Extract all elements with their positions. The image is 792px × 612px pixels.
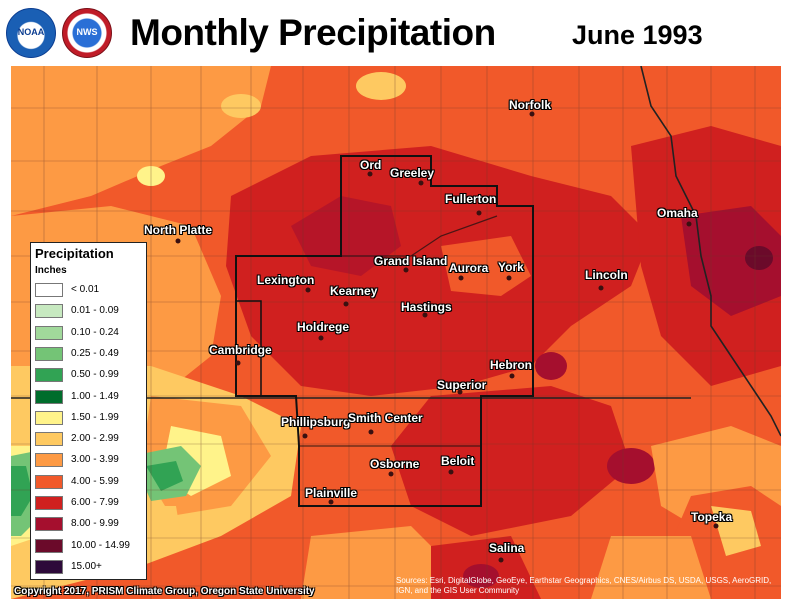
legend-swatch — [35, 410, 63, 425]
legend-swatch — [35, 496, 63, 510]
sources-attribution: Sources: Esri, DigitalGlobe, GeoEye, Ear… — [396, 576, 772, 595]
legend-swatch — [35, 304, 63, 319]
legend-units: Inches — [35, 265, 67, 276]
legend-item: 6.00 - 7.99 — [35, 496, 145, 511]
legend-item: 0.10 - 0.24 — [35, 325, 145, 341]
legend-swatch — [35, 474, 63, 489]
legend-range-label: 15.00+ — [71, 560, 102, 572]
city-label-holdrege: Holdrege — [297, 320, 350, 334]
copyright-text: Copyright 2017, PRISM Climate Group, Ore… — [14, 586, 315, 597]
city-label-lincoln: Lincoln — [585, 268, 628, 282]
city-label-grand-island: Grand Island — [374, 254, 448, 268]
legend-swatch — [35, 517, 63, 532]
legend-swatch — [35, 389, 63, 404]
city-label-greeley: Greeley — [390, 166, 435, 180]
legend-swatch — [35, 325, 63, 340]
legend-range-label: 8.00 - 9.99 — [71, 518, 119, 530]
city-label-omaha: Omaha — [657, 206, 698, 220]
noaa-logo: NOAA — [6, 8, 56, 58]
city-label-plainville: Plainville — [305, 486, 358, 500]
nws-logo: NWS — [62, 8, 112, 58]
map-date: June 1993 — [572, 20, 703, 50]
legend-swatch — [35, 368, 63, 383]
legend-item: 0.01 - 0.09 — [35, 304, 145, 319]
city-label-cambridge: Cambridge — [209, 343, 272, 357]
legend-item: 8.00 - 9.99 — [35, 517, 145, 532]
legend-item: 4.00 - 5.99 — [35, 474, 145, 490]
city-label-smith-center: Smith Center — [348, 411, 423, 425]
city-label-norfolk: Norfolk — [509, 98, 551, 112]
legend-swatch — [35, 453, 63, 468]
legend-range-label: 0.25 - 0.49 — [71, 347, 119, 359]
city-label-north-platte: North Platte — [144, 223, 213, 237]
city-label-hastings: Hastings — [401, 300, 452, 314]
city-label-phillipsburg: Phillipsburg — [281, 415, 351, 429]
legend-swatch — [35, 432, 63, 447]
legend-range-label: 1.00 - 1.49 — [71, 390, 119, 402]
legend-swatch — [35, 538, 63, 553]
legend-item: 15.00+ — [35, 559, 145, 575]
city-label-superior: Superior — [437, 378, 487, 392]
precipitation-legend: Precipitation Inches < 0.01 0.01 - 0.09 0.… — [30, 242, 147, 580]
city-label-lexington: Lexington — [257, 273, 315, 287]
city-label-kearney: Kearney — [330, 284, 378, 298]
legend-item: 1.50 - 1.99 — [35, 410, 145, 426]
legend-title: Precipitation — [35, 246, 114, 261]
legend-item: 0.25 - 0.49 — [35, 346, 145, 362]
legend-swatch — [35, 283, 63, 297]
city-label-topeka: Topeka — [691, 510, 733, 524]
map-title: Monthly Precipitation — [130, 12, 496, 53]
city-label-osborne: Osborne — [370, 457, 420, 471]
legend-item: 2.00 - 2.99 — [35, 432, 145, 447]
legend-range-label: 0.01 - 0.09 — [71, 305, 119, 317]
city-label-york: York — [498, 260, 524, 274]
legend-item: 10.00 - 14.99 — [35, 538, 145, 554]
city-label-salina: Salina — [489, 541, 525, 555]
city-label-fullerton: Fullerton — [445, 192, 497, 206]
legend-item: 1.00 - 1.49 — [35, 389, 145, 405]
city-label-hebron: Hebron — [490, 358, 532, 372]
legend-swatch — [35, 346, 63, 361]
legend-range-label: 2.00 - 2.99 — [71, 433, 119, 445]
legend-range-label: 0.50 - 0.99 — [71, 369, 119, 381]
legend-item: < 0.01 — [35, 283, 145, 298]
city-label-ord: Ord — [360, 158, 382, 172]
legend-range-label: 10.00 - 14.99 — [71, 539, 130, 551]
legend-item: 3.00 - 3.99 — [35, 453, 145, 468]
city-label-aurora: Aurora — [449, 261, 489, 275]
legend-range-label: 3.00 - 3.99 — [71, 454, 119, 466]
legend-item: 0.50 - 0.99 — [35, 368, 145, 383]
legend-swatch — [35, 559, 63, 574]
city-label-beloit: Beloit — [441, 454, 475, 468]
legend-range-label: 4.00 - 5.99 — [71, 475, 119, 487]
legend-range-label: < 0.01 — [71, 284, 100, 295]
legend-range-label: 1.50 - 1.99 — [71, 411, 119, 423]
legend-range-label: 0.10 - 0.24 — [71, 326, 119, 338]
legend-range-label: 6.00 - 7.99 — [71, 497, 119, 508]
header: NOAA NWS Monthly Precipitation June 1993 — [0, 0, 792, 66]
